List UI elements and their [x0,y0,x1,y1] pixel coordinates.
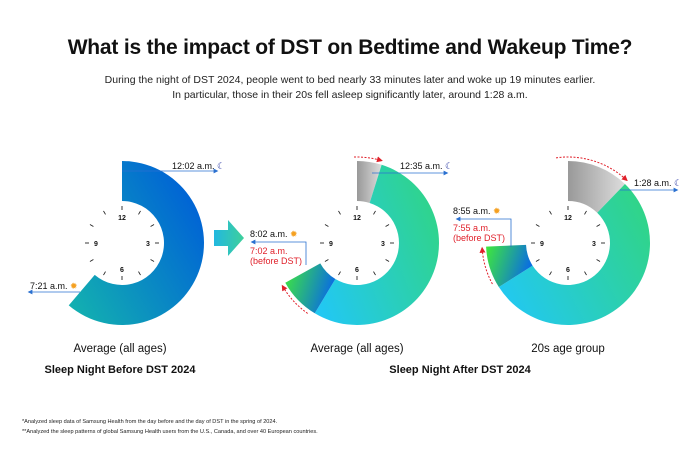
bedtime-shift-arrow [353,156,383,163]
sleep-arc [68,161,204,325]
clock-tick [385,224,390,227]
sun-icon: ✹ [70,281,78,291]
sleep-arc [314,164,439,325]
clock-number: 9 [540,241,544,248]
clock-tick [103,210,106,215]
clock-tick [324,259,329,262]
wake-shift-arrow [479,246,493,285]
clock-tick [138,210,141,215]
moon-icon: ☾ [674,178,683,188]
subtitle-line: During the night of DST 2024, people wen… [104,74,596,86]
clock-tick [89,259,94,262]
wake-shift-arrow [281,284,308,314]
clock-tick [338,210,341,215]
clock-tick [373,210,376,215]
clock-tick [596,259,601,262]
group-label-before: Sleep Night Before DST 2024 [44,364,196,376]
bedtime-label: 12:02 a.m. ☾ [172,161,226,171]
chart-label: Average (all ages) [73,343,167,355]
clock-number: 9 [94,241,98,248]
clock-tick [103,271,106,276]
clock-tick [150,259,155,262]
clock-number: 6 [355,267,359,274]
clock-number: 3 [592,241,596,248]
subtitle: During the night of DST 2024, people wen… [0,73,700,103]
clock-tick [584,210,587,215]
clock-tick [584,271,587,276]
group-label-after: Sleep Night After DST 2024 [389,364,531,376]
clock-tick [385,259,390,262]
clock-tick [549,271,552,276]
clock-number: 6 [566,267,570,274]
clock-number: 3 [381,241,385,248]
clock-number: 3 [146,241,150,248]
clock-number: 12 [118,215,126,222]
dst-hour-arc [285,263,336,314]
wake-leader-2 [250,239,307,265]
bedtime-label: 1:28 a.m. ☾ [634,178,683,188]
clock-tick [338,271,341,276]
moon-icon: ☾ [445,161,454,171]
clock-number: 12 [353,215,361,222]
wake-label: 8:02 a.m. ✹ [250,229,298,239]
chart-label: Average (all ages) [310,343,404,355]
wake-label: 8:55 a.m. ✹ [453,206,501,216]
clock-tick [89,224,94,227]
wake-before-dst-label: 7:55 a.m. (before DST) [453,223,506,243]
page-title: What is the impact of DST on Bedtime and… [67,36,633,59]
clock-tick [596,224,601,227]
footnote: *Analyzed sleep data of Samsung Health f… [22,419,278,425]
bedtime-shift-arc [568,161,625,213]
clock-tick [138,271,141,276]
clock-tick [150,224,155,227]
dst-hour-arc [486,244,533,288]
bedtime-label: 12:35 a.m. ☾ [400,161,454,171]
bedtime-shift-arrow [555,156,628,182]
sun-icon: ✹ [493,206,501,216]
wake-before-dst-label: 7:02 a.m. (before DST) [250,246,303,266]
bedtime-shift-arc [357,161,382,203]
footnote: **Analyzed the sleep patterns of global … [22,429,318,435]
chart-label: 20s age group [531,343,605,355]
clock-number: 9 [329,241,333,248]
wake-leader-3 [455,216,512,247]
clock-tick [324,224,329,227]
clock-number: 12 [564,215,572,222]
clock-number: 6 [120,267,124,274]
subtitle-line: In particular, those in their 20s fell a… [172,89,528,101]
moon-icon: ☾ [217,161,226,171]
sleep-arc [498,184,650,325]
arrow-right-icon [214,220,244,256]
clock-tick [549,210,552,215]
clock-tick [535,259,540,262]
clock-tick [373,271,376,276]
wake-label: 7:21 a.m. ✹ [30,281,78,291]
clock-tick [535,224,540,227]
sun-icon: ✹ [290,229,298,239]
